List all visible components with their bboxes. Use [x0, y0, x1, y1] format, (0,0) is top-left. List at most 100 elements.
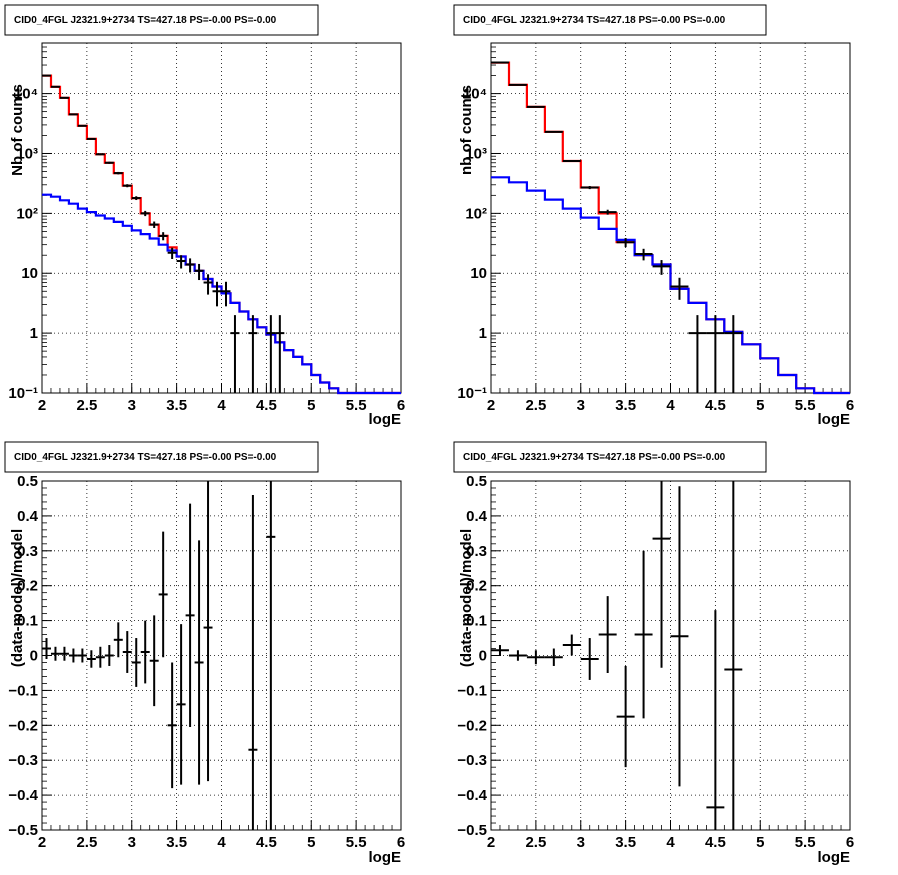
plot-area: 2 2.5 3 3.5 4 4.5 5 5.5 6 10⁻¹ 1 10 10² 10³ 10⁴ [457, 42, 854, 414]
data-point [149, 221, 159, 228]
data-point [266, 315, 276, 393]
y-tick-label: −0.3 [457, 752, 487, 769]
x-tick-label: 5.5 [795, 834, 816, 851]
data-point [580, 186, 599, 190]
panel-counts-right: CID0_4FGL J2321.9+2734 TS=427.18 PS=-0.0… [453, 4, 854, 428]
x-tick-label: 5 [756, 397, 764, 414]
x-tick-label: 2 [487, 834, 495, 851]
x-tick-label: 3.5 [615, 397, 636, 414]
x-tick-label: 2 [38, 834, 46, 851]
x-tick-label: 2.5 [76, 397, 97, 414]
x-tick-label: 2.5 [525, 834, 546, 851]
title-box [4, 4, 319, 36]
data-point [86, 137, 96, 140]
x-tick-label: 5 [756, 834, 764, 851]
data-point [104, 645, 114, 666]
data-point [149, 615, 159, 707]
x-tick-label: 6 [846, 834, 854, 851]
x-tick-label: 4.5 [705, 397, 726, 414]
y-tick-label: 10⁴ [463, 86, 487, 103]
x-axis-label: logE [818, 411, 851, 428]
x-tick-label: 3.5 [615, 834, 636, 851]
y-tick-label: −0.5 [8, 822, 38, 839]
data-point [562, 634, 581, 656]
x-tick-label: 4.5 [256, 397, 277, 414]
data-point [194, 263, 204, 281]
data-point [544, 130, 563, 133]
x-axis-label: logE [369, 849, 402, 866]
y-tick-label: 0.4 [466, 508, 488, 525]
x-tick-label: 4 [666, 397, 675, 414]
x-axis-label: logE [818, 849, 851, 866]
y-axis-label: Nb of counts [9, 84, 26, 176]
y-tick-label: 0.4 [17, 508, 39, 525]
data-point [122, 631, 132, 673]
data-point [42, 638, 51, 659]
y-axis-label: (data-model)/model [9, 529, 26, 667]
data-point [580, 638, 599, 680]
data-point [634, 248, 653, 261]
data-point [176, 624, 186, 785]
data-point [59, 646, 69, 661]
y-tick-label: 1 [30, 325, 38, 342]
data-point [113, 622, 123, 658]
data-point [167, 247, 177, 259]
y-tick-label: 10³ [465, 145, 487, 162]
data-point [652, 260, 671, 275]
x-tick-label: 6 [846, 397, 854, 414]
data-point [50, 646, 60, 661]
data-point [95, 153, 105, 156]
data-point [122, 184, 132, 188]
data-point [185, 503, 195, 728]
x-tick-label: 6 [397, 397, 405, 414]
plot-area: 2 2.5 3 3.5 4 4.5 5 5.5 6 10⁻¹ 1 10 10² 10³ 10⁴ [8, 42, 405, 414]
y-tick-label: −0.4 [8, 787, 38, 804]
x-tick-label: 6 [397, 834, 405, 851]
data-point [248, 494, 258, 830]
x-tick-label: 4 [217, 834, 226, 851]
title-box [453, 441, 767, 473]
panel-residual-right: CID0_4FGL J2321.9+2734 TS=427.18 PS=-0.0… [453, 441, 854, 866]
x-tick-label: 3.5 [166, 834, 187, 851]
y-tick-label: −0.2 [457, 717, 487, 734]
data-point [77, 124, 87, 127]
data-point [221, 281, 231, 307]
data-point [706, 610, 725, 830]
data-point [266, 481, 276, 830]
data-point [670, 486, 689, 787]
data-point [212, 281, 222, 307]
y-tick-label: 10² [16, 205, 38, 222]
y-tick-label: −0.1 [457, 682, 487, 699]
data-point [526, 650, 545, 665]
y-tick-label: −0.4 [457, 787, 487, 804]
x-tick-label: 5.5 [795, 397, 816, 414]
data-point [562, 159, 581, 162]
data-point [158, 232, 168, 241]
data-point [158, 531, 168, 658]
x-tick-label: 5 [307, 834, 315, 851]
data-point [140, 210, 150, 217]
model-source-histogram [491, 176, 850, 395]
data-point [167, 662, 177, 789]
x-tick-label: 4 [666, 834, 675, 851]
y-tick-label: 0 [30, 648, 38, 665]
y-tick-label: 0.3 [466, 543, 487, 560]
y-axis-label: nb of counts [458, 85, 475, 175]
x-tick-label: 4.5 [705, 834, 726, 851]
data-point [104, 161, 114, 164]
y-tick-label: 0.2 [17, 578, 38, 595]
x-tick-label: 2 [487, 397, 495, 414]
x-tick-label: 3 [577, 834, 585, 851]
x-tick-label: 3 [128, 834, 136, 851]
data-point [724, 315, 743, 393]
panel-title: CID0_4FGL J2321.9+2734 TS=427.18 PS=-0.0… [14, 452, 277, 463]
x-tick-label: 3 [577, 397, 585, 414]
data-point [68, 648, 78, 663]
x-tick-label: 5.5 [346, 834, 367, 851]
panel-counts-left: CID0_4FGL J2321.9+2734 TS=427.18 PS=-0.0… [4, 4, 405, 428]
x-tick-label: 2.5 [76, 834, 97, 851]
x-tick-label: 4 [217, 397, 226, 414]
x-axis-label: logE [369, 411, 402, 428]
data-point [113, 171, 123, 175]
